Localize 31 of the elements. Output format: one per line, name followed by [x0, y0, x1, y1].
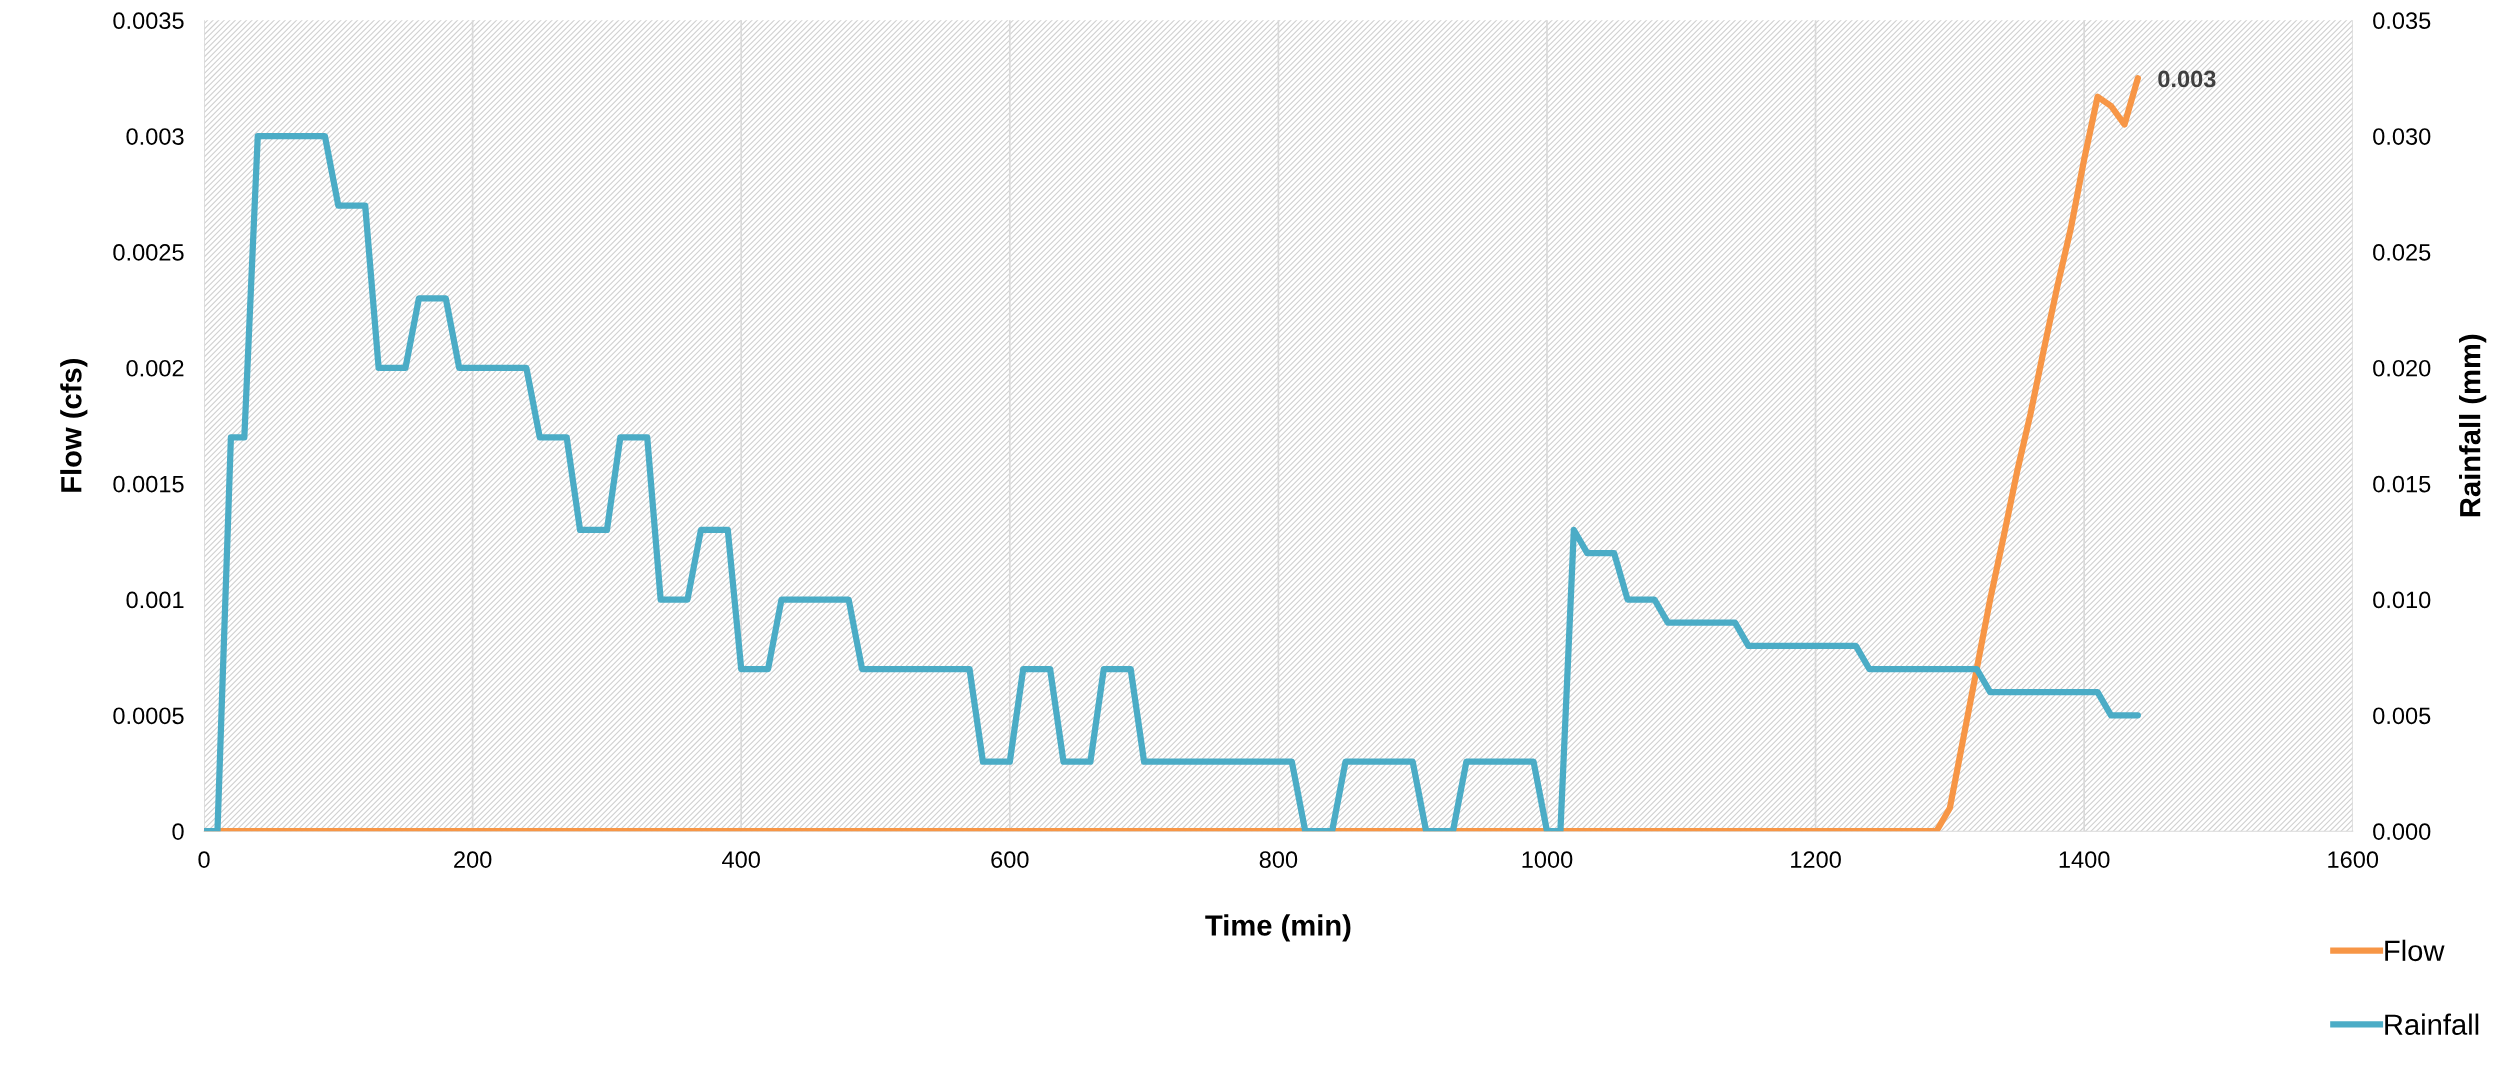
y-axis-title: Flow (cfs)	[60, 359, 88, 492]
y2-tick-label: 0.025	[2373, 244, 2431, 261]
legend-label: Rainfall	[2385, 1013, 2479, 1035]
x-tick-label: 0	[198, 851, 210, 868]
y2-tick-label: 0.020	[2373, 359, 2431, 377]
y2-tick-label: 0.035	[2373, 12, 2431, 30]
y2-tick-label: 0.005	[2373, 707, 2431, 725]
y-tick-label: 0.0005	[113, 707, 184, 725]
y-tick-label: 0.001	[126, 591, 184, 609]
y-tick-label: 0.0025	[113, 244, 184, 261]
x-tick-label: 1000	[1522, 851, 1573, 868]
data-label: 0.003	[2158, 70, 2216, 88]
x-tick-label: 400	[722, 851, 760, 868]
y2-tick-label: 0.010	[2373, 591, 2431, 609]
x-tick-label: 1600	[2328, 851, 2379, 868]
x-tick-label: 800	[1259, 851, 1298, 868]
y2-tick-label: 0.000	[2373, 823, 2431, 840]
y2-axis-title: Rainfall (mm)	[2459, 334, 2487, 517]
y2-tick-label: 0.015	[2373, 475, 2431, 493]
y-tick-label: 0.0035	[113, 12, 184, 30]
y-tick-label: 0.003	[126, 128, 184, 145]
legend-label: Flow	[2385, 939, 2445, 962]
x-tick-label: 1400	[2059, 851, 2110, 868]
y2-tick-label: 0.030	[2373, 128, 2431, 145]
y-tick-label: 0.002	[126, 359, 184, 377]
x-tick-label: 1200	[1791, 851, 1841, 868]
y-tick-label: 0	[172, 823, 184, 840]
x-tick-label: 600	[991, 851, 1029, 868]
y-tick-label: 0.0015	[113, 475, 184, 493]
x-axis-title: Time (min)	[1205, 914, 1351, 942]
x-tick-label: 200	[454, 851, 492, 868]
